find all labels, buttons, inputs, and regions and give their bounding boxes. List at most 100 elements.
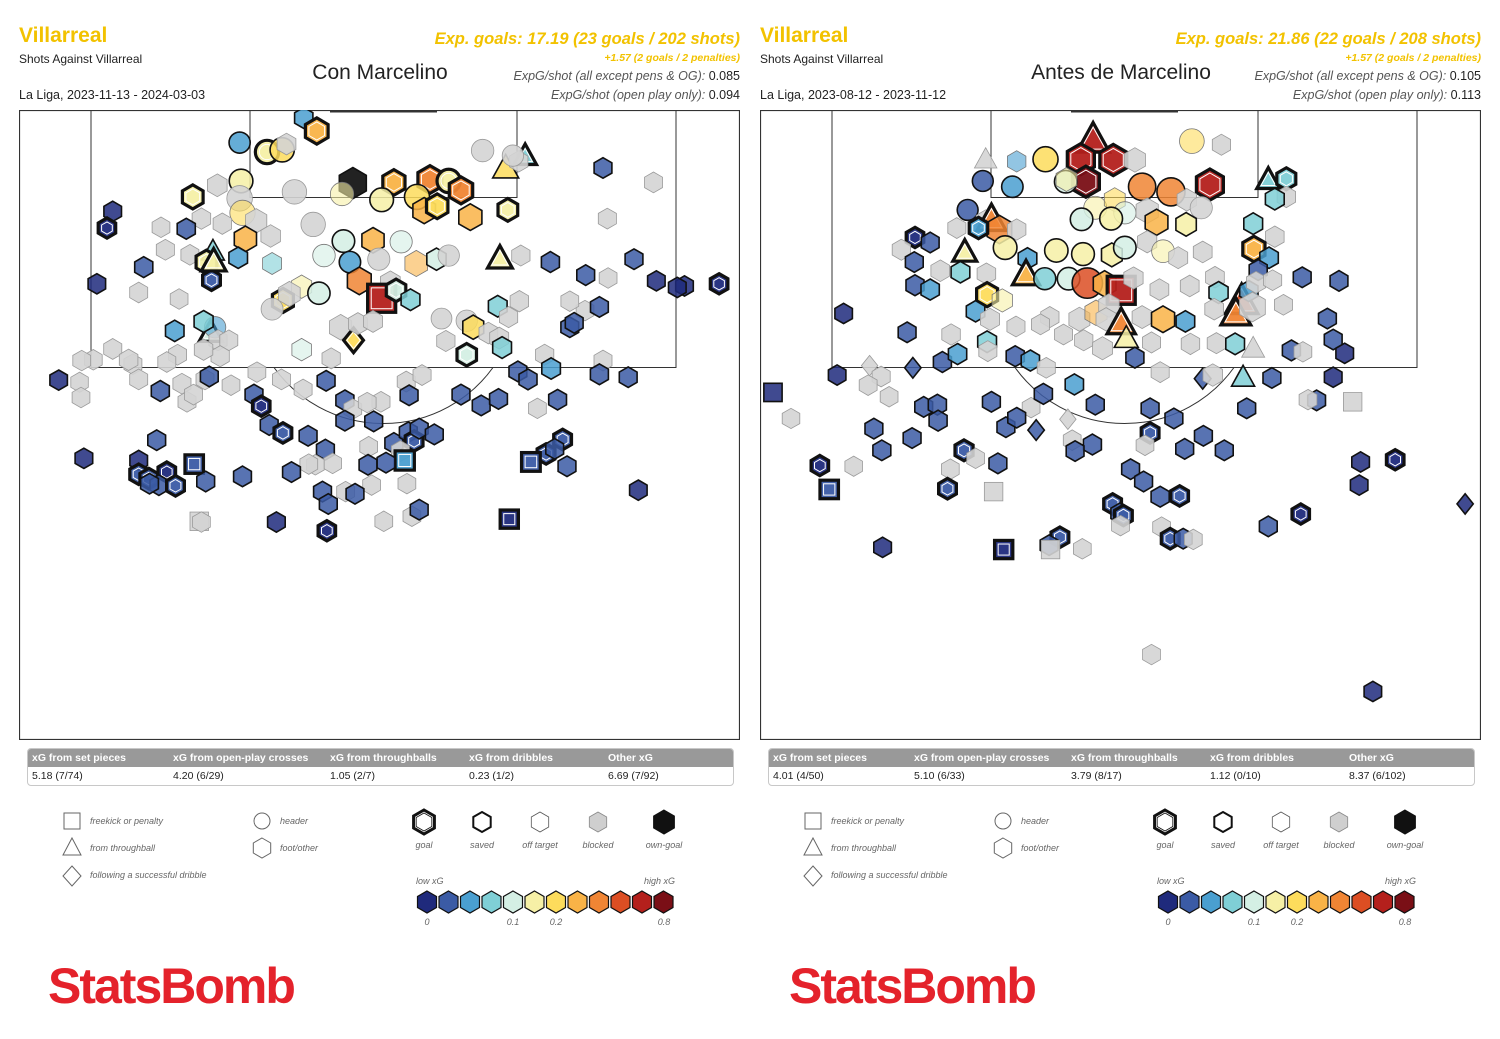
shot-marker <box>973 146 998 169</box>
shot-marker <box>547 388 568 411</box>
legend-label: blocked <box>1323 840 1355 850</box>
scale-tick-label: 0 <box>424 917 429 927</box>
legend-label: header <box>1021 816 1050 826</box>
shot-marker-goal-ring <box>972 220 985 236</box>
xg-per-shot-label: ExpG/shot (all except pens & OG): <box>1254 69 1447 83</box>
shot-marker <box>818 478 841 501</box>
shot-marker <box>858 374 878 396</box>
shot-marker <box>436 329 456 353</box>
shot-marker <box>363 310 383 333</box>
scale-swatch <box>1351 890 1372 914</box>
breakdown-other: Other xG 8.37 (6/102) <box>1345 749 1474 784</box>
scale-tick-label: 0.2 <box>1291 917 1304 927</box>
shot-marker <box>300 211 326 238</box>
shot-marker <box>1239 291 1266 323</box>
statsbomb-logo: StatsBomb <box>48 958 296 1014</box>
shot-marker <box>412 364 432 386</box>
shot-marker <box>1194 167 1225 203</box>
scale-low-label: low xG <box>416 876 444 886</box>
xg-open-play-value: 0.113 <box>1450 88 1481 102</box>
shot-marker-goal-ring <box>823 483 836 496</box>
shot-marker <box>557 455 577 478</box>
shot-marker <box>389 230 413 254</box>
shot-marker-goal-ring <box>185 188 201 206</box>
shot-marker <box>528 397 547 420</box>
xg-breakdown-header <box>769 749 1474 767</box>
shot-marker <box>950 260 971 284</box>
expected-goals-summary: Exp. goals: 17.19 (23 goals / 202 shots) <box>434 30 740 48</box>
shot-marker-goal-ring <box>204 252 223 269</box>
shot-marker <box>1127 172 1157 202</box>
shot-marker <box>947 217 967 239</box>
circle-icon <box>253 812 271 830</box>
shot-marker <box>593 156 613 180</box>
scale-tick-label: 0.1 <box>507 917 520 927</box>
scale-tick-label: 0.1 <box>1248 917 1261 927</box>
shot-marker <box>1179 128 1205 154</box>
shot-marker <box>979 307 1001 331</box>
shot-marker-goal-ring <box>389 282 403 299</box>
legend-label: own-goal <box>1387 840 1425 850</box>
shot-marker <box>879 386 899 408</box>
legend-label: off target <box>1263 840 1299 850</box>
shot-marker <box>991 288 1013 313</box>
shot-marker <box>708 271 730 296</box>
shot-marker-goal-ring <box>997 543 1010 556</box>
shot-marker <box>618 365 638 389</box>
shot-marker <box>1150 485 1171 509</box>
shot-marker <box>193 309 214 334</box>
shot-marker <box>184 383 203 406</box>
legend-shape-types: freekick or penalty from throughball fol… <box>62 812 319 887</box>
shot-marker-goal-ring <box>713 277 725 291</box>
expected-goals-summary: Exp. goals: 21.86 (22 goals / 208 shots) <box>1175 30 1481 48</box>
shot-markers <box>763 119 1475 703</box>
breakdown-label: xG from open-play crosses <box>173 752 309 764</box>
legend-label: freekick or penalty <box>90 816 164 826</box>
breakdown-value: 0.23 (1/2) <box>469 770 514 782</box>
shot-marker <box>1350 450 1371 474</box>
scale-swatch <box>1286 890 1308 914</box>
shot-marker <box>1065 439 1085 463</box>
shot-marker <box>1070 241 1096 267</box>
shot-map-panel-right: Villarreal Shots Against Villarreal La L… <box>741 0 1481 1039</box>
shot-marker <box>1054 323 1074 346</box>
shot-marker <box>180 243 200 266</box>
shot-marker <box>646 269 666 292</box>
shot-marker <box>212 212 233 235</box>
breakdown-value: 3.79 (8/17) <box>1071 770 1122 782</box>
shot-marker <box>176 217 197 241</box>
legend-xg-scale: low xG high xG 0 0.1 0.2 0.8 <box>416 876 675 927</box>
shot-marker <box>376 451 396 474</box>
shot-marker-goal-ring <box>1389 453 1401 467</box>
shot-marker <box>1323 328 1343 351</box>
shot-marker <box>281 179 308 205</box>
shot-marker <box>1007 406 1027 429</box>
xg-per-shot-row: ExpG/shot (all except pens & OG): 0.085 <box>513 69 740 83</box>
own-goal-outcome-icon <box>653 809 675 835</box>
shot-marker <box>260 224 281 248</box>
shot-marker-goal-ring <box>524 455 538 469</box>
shot-marker <box>129 368 149 391</box>
shot-marker-goal-ring <box>169 478 182 493</box>
scale-swatch <box>1265 890 1286 914</box>
shot-marker <box>937 476 958 501</box>
legend-label: foot/other <box>280 843 319 853</box>
shot-marker <box>451 383 471 406</box>
penalties-summary: +1.57 (2 goals / 2 penalties) <box>604 52 740 64</box>
scale-swatch <box>524 890 545 914</box>
shot-marker <box>400 287 421 312</box>
shot-marker <box>1202 363 1223 387</box>
shot-marker <box>1142 643 1161 666</box>
shot-marker <box>1000 175 1024 199</box>
shot-marker <box>988 452 1008 475</box>
shot-marker-goal-ring <box>1173 489 1186 503</box>
shot-marker-goal-ring <box>1199 172 1221 197</box>
shot-marker <box>192 511 211 533</box>
shot-marker <box>575 263 596 287</box>
shot-marker <box>1317 307 1338 330</box>
shot-marker <box>129 281 149 304</box>
shot-marker-goal-ring <box>1294 507 1307 521</box>
shot-marker <box>540 250 561 274</box>
shot-marker-goal-ring <box>255 399 268 413</box>
shot-marker <box>455 341 479 368</box>
